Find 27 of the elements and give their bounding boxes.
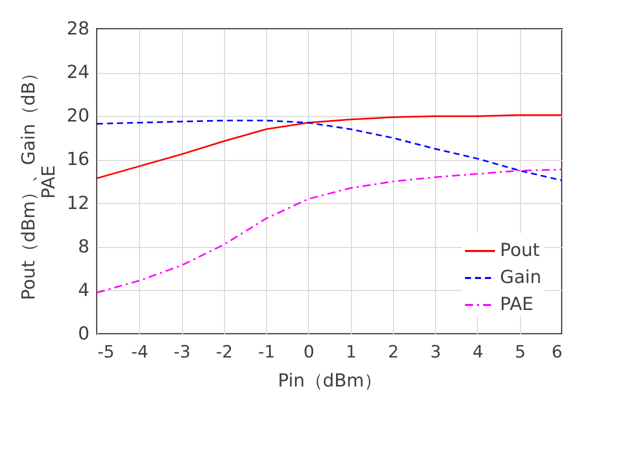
y-tick-label: 4 <box>78 280 90 301</box>
x-axis-title: Pin（dBm） <box>278 370 382 392</box>
text: Pout（dBm）、Gain（dB） <box>18 64 40 300</box>
x-tick-label: 2 <box>388 342 399 362</box>
line-series <box>96 168 563 294</box>
text: PAE <box>38 165 60 199</box>
y-tick-label: 28 <box>66 18 90 40</box>
y-tick-label: 16 <box>66 149 90 170</box>
x-tick-label: -3 <box>174 342 191 362</box>
x-tick-label: 3 <box>430 342 442 362</box>
legend-label: Pout <box>500 240 540 261</box>
y-tick-label: 12 <box>66 192 90 214</box>
x-tick-label: -2 <box>216 342 233 362</box>
x-tick-label: -1 <box>258 342 276 362</box>
x-tick-label: 0 <box>303 342 314 362</box>
x-tick-label: 1 <box>346 342 357 362</box>
x-tick-label: -5 <box>98 342 114 362</box>
legend-label: Gain <box>500 267 542 288</box>
legend-label: PAE <box>500 294 534 315</box>
x-tick-label: 4 <box>472 342 484 362</box>
y-tick-label: 24 <box>66 62 90 84</box>
x-tick-label: 6 <box>552 342 562 362</box>
y-tick-label: 20 <box>66 106 90 127</box>
x-tick-label: 5 <box>514 342 526 362</box>
y-tick-label: 0 <box>78 324 90 344</box>
y-tick-label: 8 <box>78 236 90 258</box>
x-tick-label: -4 <box>131 342 148 362</box>
